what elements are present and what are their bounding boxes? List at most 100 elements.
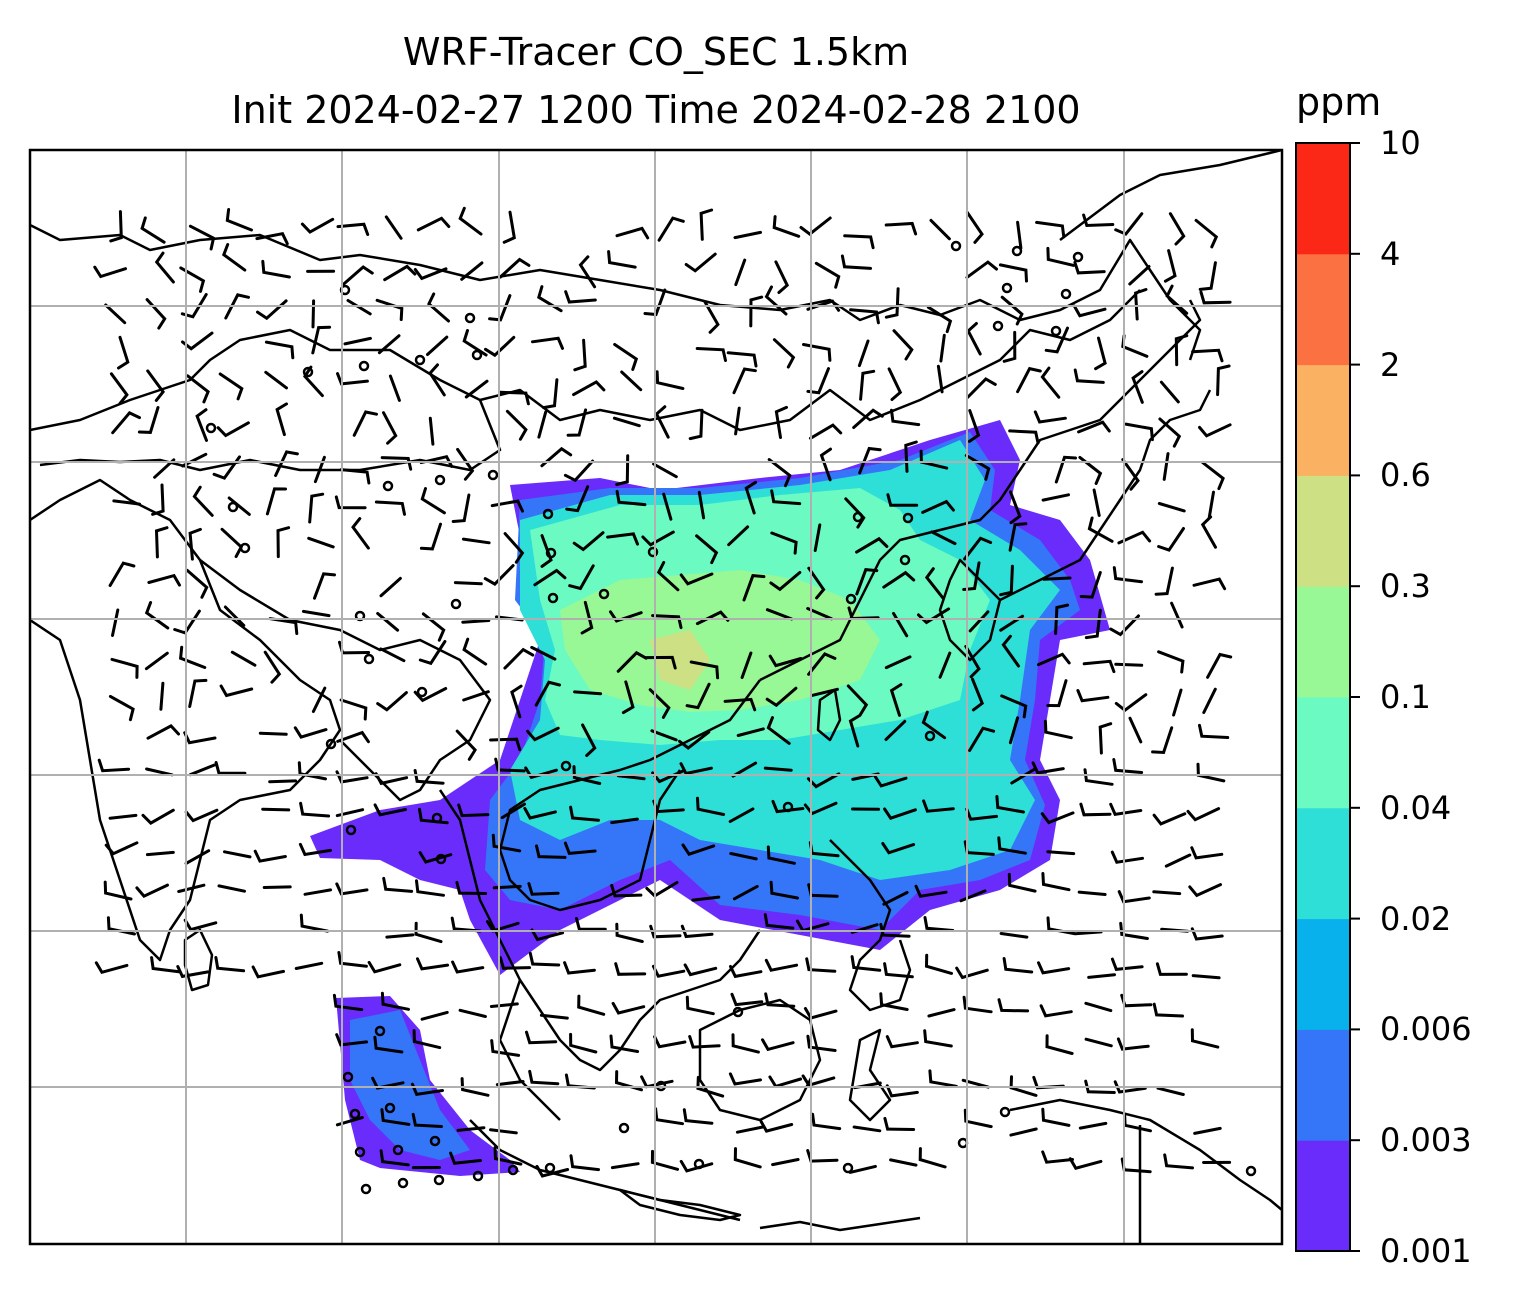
wind-barb <box>525 1030 558 1045</box>
wind-barb <box>1009 1127 1038 1137</box>
wind-barb <box>415 879 445 897</box>
wind-barb <box>300 217 335 234</box>
wind-barb <box>771 1158 800 1167</box>
wind-barb <box>336 222 370 236</box>
wind-barb <box>490 1039 521 1057</box>
wind-barb <box>844 497 866 529</box>
wind-barb <box>1190 846 1224 860</box>
calm-wind-circle <box>450 598 462 610</box>
wind-barb <box>607 250 637 269</box>
wind-barb <box>734 406 741 436</box>
wind-barb <box>539 1013 569 1020</box>
wind-barb <box>727 525 750 547</box>
wind-barb <box>997 998 1030 1013</box>
wind-barb <box>1083 768 1114 786</box>
wind-barb <box>572 531 605 552</box>
wind-barb <box>1168 212 1186 246</box>
wind-barb <box>94 961 129 975</box>
wind-barb <box>766 845 796 865</box>
wind-barb <box>620 370 643 392</box>
wind-barb <box>1192 577 1227 591</box>
tracer-plume <box>310 420 1110 1176</box>
wind-barb <box>610 883 643 898</box>
wind-barb <box>343 336 372 346</box>
wind-barb <box>108 813 138 820</box>
wind-barb <box>807 652 837 676</box>
wind-barb <box>882 570 916 589</box>
wind-barb <box>962 995 993 1014</box>
wind-barb <box>615 922 644 943</box>
wind-barb <box>185 568 209 599</box>
wind-barb <box>892 329 914 361</box>
wind-barb <box>572 765 602 785</box>
colorbar <box>1296 142 1360 1252</box>
wind-barb <box>678 730 711 750</box>
wind-barb <box>490 499 524 513</box>
calm-wind-circle <box>950 240 962 252</box>
wind-barb <box>1155 962 1188 976</box>
wind-barb <box>419 454 454 468</box>
wind-barb <box>484 335 516 358</box>
wind-barb <box>1191 348 1224 363</box>
wind-barb <box>251 965 285 979</box>
wind-barb <box>688 408 704 441</box>
wind-barb <box>774 260 790 294</box>
wind-barb <box>542 378 559 410</box>
wind-barb <box>641 530 675 547</box>
wind-barb <box>334 495 367 510</box>
wind-barb <box>657 216 685 242</box>
wind-barb <box>770 489 802 506</box>
calm-wind-circle <box>560 760 572 772</box>
wind-barb <box>1159 380 1180 404</box>
wind-barb <box>703 300 720 334</box>
wind-barb <box>451 960 485 974</box>
calm-wind-circle <box>1060 288 1072 300</box>
wind-barb <box>419 522 442 551</box>
wind-barb <box>799 216 832 236</box>
wind-barb <box>225 208 253 232</box>
calm-wind-circle <box>487 469 499 481</box>
wind-barb <box>384 215 403 240</box>
wind-barb <box>662 492 673 521</box>
wind-barb <box>97 758 131 773</box>
wind-barb <box>339 468 371 485</box>
wind-barb <box>535 844 567 859</box>
wind-barb <box>183 918 218 932</box>
wind-barb <box>414 921 443 944</box>
calm-wind-circle <box>392 1144 404 1156</box>
wind-barb <box>1046 916 1076 936</box>
gridlines <box>30 150 1282 1244</box>
wind-barb <box>766 716 791 745</box>
wind-barb <box>1117 530 1152 545</box>
wind-barb <box>884 287 900 319</box>
wind-barb <box>151 483 165 516</box>
wind-barb <box>723 697 757 712</box>
wind-barb <box>887 367 903 401</box>
calm-wind-circle <box>433 1174 445 1186</box>
wind-barb <box>885 1035 919 1049</box>
wind-barb <box>146 724 180 740</box>
wind-barb <box>1094 336 1107 371</box>
calm-wind-circle <box>693 1158 705 1170</box>
wind-barb <box>883 1116 916 1131</box>
wind-barb <box>689 660 720 680</box>
wind-barb <box>918 1147 947 1169</box>
wind-barb <box>939 333 946 363</box>
wind-barb <box>578 255 597 289</box>
wind-barb <box>569 805 600 822</box>
wind-barb <box>1194 218 1219 249</box>
wind-barb <box>255 232 289 246</box>
wind-barb <box>498 390 530 406</box>
wind-barb <box>852 1125 882 1133</box>
wind-barb <box>523 806 557 820</box>
wind-barb <box>1114 662 1144 667</box>
wind-barb <box>971 677 985 712</box>
wind-barb <box>1040 366 1061 399</box>
wind-barb <box>883 807 917 820</box>
wind-barb <box>299 801 331 818</box>
wind-barb <box>264 370 288 390</box>
wind-barb <box>462 690 490 702</box>
wind-barb <box>965 260 998 279</box>
wind-barb <box>179 266 206 293</box>
wind-barb <box>460 261 484 281</box>
